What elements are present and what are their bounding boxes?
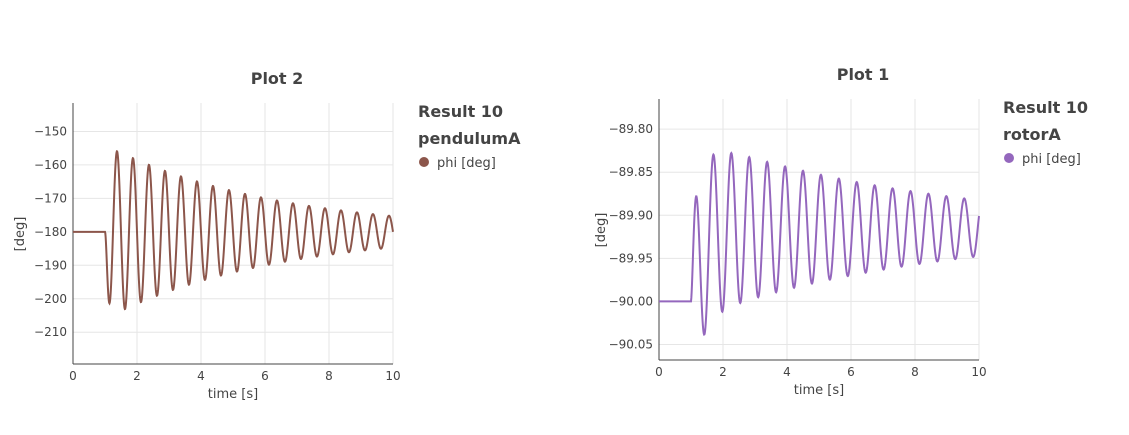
y-tick-labels: −150 −160 −170 −180 −190 −200 −210: [34, 124, 67, 339]
grid-lines: [659, 99, 980, 360]
legend[interactable]: Result 10 pendulumA phi [deg]: [418, 102, 521, 171]
legend-marker[interactable]: [1004, 153, 1014, 163]
y-axis-title: [deg]: [13, 217, 28, 252]
series-line-phi: [73, 150, 394, 311]
y-tick-label: −90.05: [609, 337, 653, 351]
y-axis-title: [deg]: [594, 213, 609, 248]
x-tick-label: 10: [385, 369, 400, 383]
legend-title-line-2: pendulumA: [418, 129, 521, 148]
y-tick-label: −89.80: [609, 122, 653, 136]
legend-entry-label[interactable]: phi [deg]: [1022, 152, 1081, 167]
series-line-phi: [659, 151, 980, 336]
plot-2: Plot 2 −150 −160 −170 −180 −190 −200 −210 0 2 4 6…: [13, 69, 521, 402]
y-tick-label: −200: [34, 292, 67, 306]
x-axis-title: time [s]: [794, 383, 844, 398]
y-tick-label: −180: [34, 225, 67, 239]
x-tick-label: 4: [197, 369, 205, 383]
x-tick-label: 0: [655, 365, 663, 379]
legend-title-line-2: rotorA: [1003, 125, 1061, 144]
x-tick-label: 2: [133, 369, 141, 383]
y-tick-label: −190: [34, 258, 67, 272]
x-axis-title: time [s]: [208, 387, 258, 402]
y-tick-label: −89.90: [609, 208, 653, 222]
y-tick-label: −90.00: [609, 294, 653, 308]
y-tick-label: −160: [34, 158, 67, 172]
x-tick-label: 8: [325, 369, 333, 383]
y-tick-label: −89.95: [609, 251, 653, 265]
x-tick-label: 8: [911, 365, 919, 379]
chart-title: Plot 1: [837, 65, 890, 84]
x-tick-labels: 0 2 4 6 8 10: [69, 369, 400, 383]
y-tick-labels: −89.80 −89.85 −89.90 −89.95 −90.00 −90.05: [609, 122, 653, 351]
x-tick-labels: 0 2 4 6 8 10: [655, 365, 986, 379]
plot-1: Plot 1 −89.80 −89.85 −89.90 −89.95 −90.00 −90…: [594, 65, 1088, 398]
x-tick-label: 6: [261, 369, 269, 383]
legend-entry-label[interactable]: phi [deg]: [437, 156, 496, 171]
chart-title: Plot 2: [251, 69, 304, 88]
y-tick-label: −89.85: [609, 165, 653, 179]
x-tick-label: 4: [783, 365, 791, 379]
legend[interactable]: Result 10 rotorA phi [deg]: [1003, 98, 1088, 167]
y-tick-label: −210: [34, 325, 67, 339]
x-tick-label: 2: [719, 365, 727, 379]
x-tick-label: 0: [69, 369, 77, 383]
legend-title-line-1: Result 10: [418, 102, 503, 121]
legend-marker[interactable]: [419, 157, 429, 167]
y-tick-label: −150: [34, 124, 67, 138]
x-tick-label: 6: [847, 365, 855, 379]
x-tick-label: 10: [971, 365, 986, 379]
legend-title-line-1: Result 10: [1003, 98, 1088, 117]
y-tick-label: −170: [34, 191, 67, 205]
